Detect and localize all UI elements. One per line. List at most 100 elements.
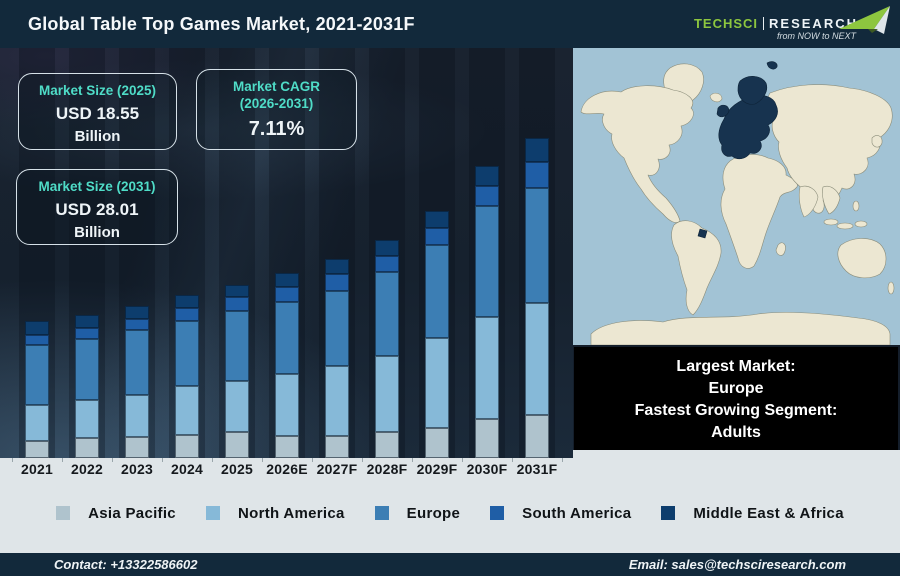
bar-segment-south-america: [125, 319, 149, 330]
bar-segment-middle-east-africa: [125, 306, 149, 319]
arrow-icon: [839, 6, 890, 34]
bar-segment-north-america: [525, 303, 549, 415]
bar-2031F: [525, 138, 549, 458]
legend-swatch: [661, 506, 676, 520]
bar-segment-europe: [25, 345, 49, 405]
bar-segment-north-america: [325, 366, 349, 436]
callout-market-size-2031: Market Size (2031) USD 28.01 Billion: [16, 169, 178, 245]
map-north-america: [580, 85, 694, 223]
info-line: Adults: [711, 424, 761, 441]
logo-brand-primary: TechSci: [693, 16, 759, 31]
x-axis-label-2030F: 2030F: [466, 461, 508, 477]
bar-segment-middle-east-africa: [325, 259, 349, 274]
bar-segment-middle-east-africa: [175, 295, 199, 308]
bar-segment-europe: [325, 291, 349, 366]
bar-segment-south-america: [475, 186, 499, 206]
legend-item-south-america: South America: [490, 505, 631, 522]
bar-segment-asia-pacific: [75, 438, 99, 458]
x-axis-tick: [412, 458, 413, 462]
logo-brand-secondary: Research: [769, 16, 858, 31]
bar-segment-middle-east-africa: [475, 166, 499, 186]
bar-segment-asia-pacific: [225, 432, 249, 458]
bar-segment-europe: [275, 302, 299, 374]
x-axis-tick: [162, 458, 163, 462]
bar-2022: [75, 315, 99, 458]
bar-2030F: [475, 166, 499, 458]
callout-title: Market Size (2031): [38, 179, 156, 194]
bar-segment-europe: [375, 272, 399, 356]
bar-segment-south-america: [225, 297, 249, 311]
bar-segment-south-america: [75, 328, 99, 339]
footer-email: Email: sales@techsciresearch.com: [628, 557, 846, 572]
callout-market-size-2025: Market Size (2025) USD 18.55 Billion: [18, 73, 177, 150]
x-axis-label-2022: 2022: [71, 461, 103, 477]
bar-2024: [175, 295, 199, 458]
bar-segment-europe: [125, 330, 149, 395]
bar-segment-south-america: [25, 335, 49, 345]
legend-swatch: [374, 506, 389, 520]
callout-unit: Billion: [74, 128, 121, 145]
map-iceland: [709, 92, 723, 103]
callout-value: 7.11%: [248, 118, 305, 140]
x-axis-label-2025: 2025: [221, 461, 253, 477]
bar-segment-europe: [475, 206, 499, 317]
page-title: Global Table Top Games Market, 2021-2031…: [28, 14, 415, 34]
market-info-box: Largest Market: Europe Fastest Growing S…: [574, 347, 898, 450]
header-bar: Global Table Top Games Market, 2021-2031…: [0, 0, 900, 48]
x-axis-tick: [112, 458, 113, 462]
map-new-zealand: [887, 281, 895, 295]
map-indonesia: [823, 218, 839, 226]
bar-segment-asia-pacific: [25, 441, 49, 458]
map-madagascar: [775, 242, 786, 256]
bar-2027F: [325, 259, 349, 458]
map-french-guiana-highlight: [697, 228, 708, 239]
bar-segment-europe: [75, 339, 99, 400]
info-line: Largest Market:: [676, 358, 796, 375]
map-indonesia: [854, 220, 868, 228]
bar-segment-europe: [525, 188, 549, 303]
chart-legend: Asia Pacific North America Europe South Ame…: [0, 495, 900, 531]
map-scandinavia-highlight: [737, 76, 768, 105]
bar-segment-asia-pacific: [475, 419, 499, 458]
map-south-america: [671, 220, 722, 316]
x-axis-tick: [12, 458, 13, 462]
x-axis-label-2021: 2021: [21, 461, 53, 477]
bar-segment-north-america: [225, 381, 249, 432]
legend-label: South America: [522, 504, 632, 522]
legend-swatch: [56, 506, 71, 520]
bar-segment-europe: [225, 311, 249, 381]
legend-label: Middle East & Africa: [693, 504, 844, 522]
x-axis-label-2031F: 2031F: [516, 461, 558, 477]
legend-item-europe: Europe: [374, 505, 460, 522]
bar-segment-middle-east-africa: [375, 240, 399, 256]
legend-label: North America: [237, 504, 345, 522]
bar-2028F: [375, 240, 399, 458]
map-southeast-asia: [822, 185, 841, 215]
x-axis-label-2027F: 2027F: [316, 461, 358, 477]
bar-segment-middle-east-africa: [75, 315, 99, 328]
bar-segment-asia-pacific: [325, 436, 349, 458]
x-axis-label-2028F: 2028F: [366, 461, 408, 477]
bar-segment-europe: [175, 321, 199, 386]
callout-value: USD 28.01: [55, 200, 139, 219]
footer-bar: Contact: +13322586602 Email: sales@techs…: [0, 553, 900, 576]
chart-area: [0, 48, 573, 458]
bar-segment-middle-east-africa: [225, 285, 249, 297]
logo-tagline: from NOW to NEXT: [776, 31, 856, 41]
bar-segment-north-america: [275, 374, 299, 436]
map-japan: [871, 135, 883, 148]
bar-segment-asia-pacific: [175, 435, 199, 458]
map-africa: [720, 154, 798, 269]
bar-segment-north-america: [375, 356, 399, 432]
map-uk-highlight: [716, 104, 730, 118]
bar-segment-asia-pacific: [425, 428, 449, 458]
bar-2021: [25, 321, 49, 458]
bar-2025: [225, 285, 249, 458]
bottom-strip: [0, 450, 900, 553]
callout-unit: Billion: [74, 224, 120, 241]
x-axis-label-2023: 2023: [121, 461, 153, 477]
legend-swatch: [205, 506, 220, 520]
legend-item-asia-pacific: Asia Pacific: [56, 505, 176, 522]
bar-segment-north-america: [425, 338, 449, 428]
legend-swatch: [490, 506, 505, 520]
